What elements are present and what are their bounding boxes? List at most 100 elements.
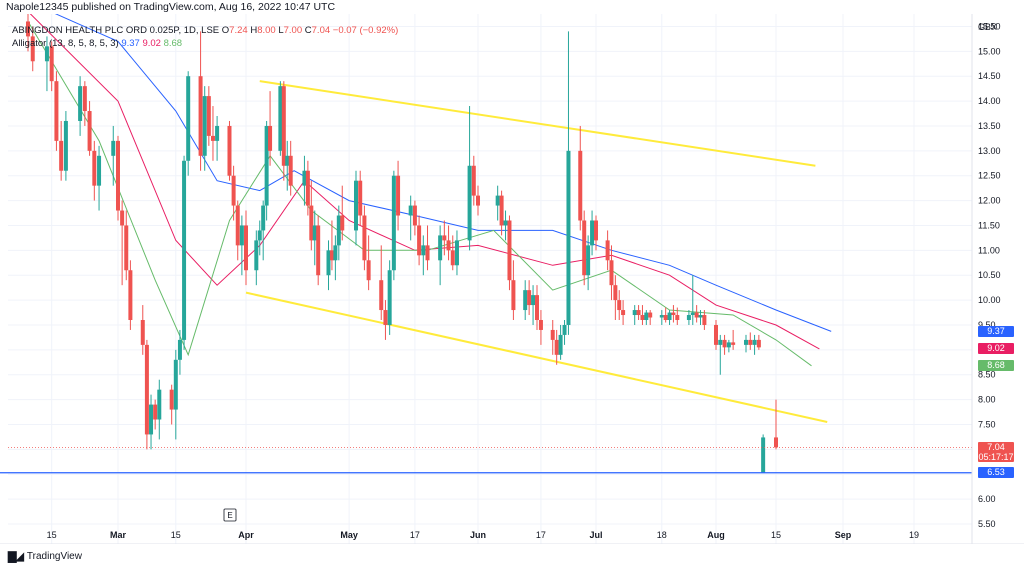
candle-body: [227, 125, 232, 176]
price-tag-teeth: 9.02: [978, 343, 1014, 355]
candle-body: [417, 225, 422, 256]
candle: [578, 125, 583, 231]
earnings-event-label: E: [227, 511, 232, 520]
ohlc-change: −0.07 (−0.92%): [332, 25, 399, 36]
candle: [227, 120, 232, 181]
alligator-lips-value: 8.68: [163, 38, 183, 49]
candle-body: [667, 312, 672, 320]
candle: [425, 225, 430, 271]
candle: [257, 220, 262, 256]
alligator-lips-line: [27, 21, 812, 367]
legend-symbol-row: ABINGDON HEALTH PLC ORD 0.025P, 1D, LSE …: [12, 24, 398, 37]
tradingview-logo[interactable]: ▇◢ TradingView: [8, 550, 82, 563]
ohlc-low-label: L: [278, 25, 284, 36]
candle-body: [408, 205, 413, 216]
candle-body: [503, 220, 508, 226]
candle-body: [244, 225, 248, 271]
price-tag-jaw: 9.37: [978, 325, 1014, 337]
candle: [582, 210, 587, 286]
candle: [354, 170, 358, 246]
candle: [231, 165, 236, 221]
candle: [609, 245, 614, 301]
price-tag-value: 6.53: [987, 467, 1005, 478]
candle-body: [690, 312, 695, 316]
candle: [566, 31, 571, 335]
candle-body: [511, 280, 516, 311]
candle: [26, 11, 30, 52]
tv-brand-text: TradingView: [26, 551, 82, 562]
candle-body: [54, 81, 59, 141]
candle-body: [467, 165, 472, 241]
alligator-teeth-line: [27, 11, 820, 350]
x-tick-label: Jun: [470, 530, 486, 540]
price-tag-value: 9.02: [987, 343, 1005, 354]
candle-body: [566, 150, 571, 325]
candle: [215, 116, 220, 161]
earnings-event-icon[interactable]: [223, 508, 237, 522]
candle: [761, 434, 766, 473]
candle: [326, 240, 331, 291]
candle-body: [621, 310, 626, 316]
candle-body: [379, 280, 384, 311]
y-tick-label: 10.50: [978, 270, 1001, 280]
y-tick-label: 7.50: [978, 419, 996, 429]
y-tick-label: 14.50: [978, 71, 1001, 81]
candle-body: [605, 240, 610, 261]
candle: [408, 195, 413, 241]
candle-body: [594, 220, 598, 241]
candle: [302, 155, 307, 206]
candle: [748, 332, 753, 350]
candle: [149, 394, 154, 450]
symbol-name[interactable]: ABINGDON HEALTH PLC ORD 0.025P, 1D, LSE: [12, 25, 220, 36]
candle-body: [412, 205, 417, 226]
candle-body: [309, 205, 314, 241]
candle: [632, 305, 637, 325]
price-tag-value: 8.68: [987, 360, 1005, 371]
legend: ABINGDON HEALTH PLC ORD 0.025P, 1D, LSE …: [12, 24, 398, 50]
x-axis: 15 Mar 15 Apr May 17 Jun 17 Jul 18 Aug 15 Sep 19 E: [47, 508, 919, 540]
candle: [535, 285, 539, 330]
support-line: [0, 446, 972, 474]
alligator-label[interactable]: Alligator (13, 8, 5, 8, 5, 3): [12, 38, 119, 49]
channel-upper-line[interactable]: [259, 80, 816, 167]
y-tick-label: 12.50: [978, 171, 1001, 181]
candle: [336, 205, 341, 261]
candle-body: [446, 240, 451, 251]
candle-body: [675, 315, 680, 320]
candle: [254, 230, 259, 286]
candle-body: [774, 437, 778, 448]
candle-body: [648, 312, 653, 318]
candle: [362, 205, 367, 271]
x-tick-label: Sep: [835, 530, 852, 540]
candle: [714, 320, 718, 350]
publisher-line: Napole12345 published on TradingView.com…: [6, 1, 336, 13]
candle: [594, 215, 598, 251]
candle: [531, 285, 536, 325]
channel-lower-line[interactable]: [245, 291, 828, 423]
candle: [92, 140, 97, 201]
candle: [558, 324, 563, 360]
candle: [288, 140, 293, 196]
candle: [111, 125, 116, 186]
candle-body: [495, 195, 500, 206]
x-tick-label: Aug: [707, 530, 725, 540]
candle: [613, 275, 618, 320]
y-tick-label: 8.00: [978, 395, 996, 405]
candle-body: [231, 175, 236, 206]
candle: [438, 225, 443, 286]
candle-body: [640, 315, 645, 320]
candle-body: [425, 245, 430, 261]
candle: [659, 310, 664, 325]
candle: [63, 111, 68, 181]
channel-lines: [245, 80, 828, 423]
candle: [305, 160, 310, 216]
candle: [726, 339, 731, 353]
candle-body: [235, 205, 240, 246]
candle-body: [354, 180, 358, 231]
candle: [511, 260, 516, 320]
candle-body: [44, 46, 49, 62]
candle-body: [210, 135, 215, 141]
candle-body: [144, 344, 149, 435]
candle-body: [281, 86, 286, 166]
